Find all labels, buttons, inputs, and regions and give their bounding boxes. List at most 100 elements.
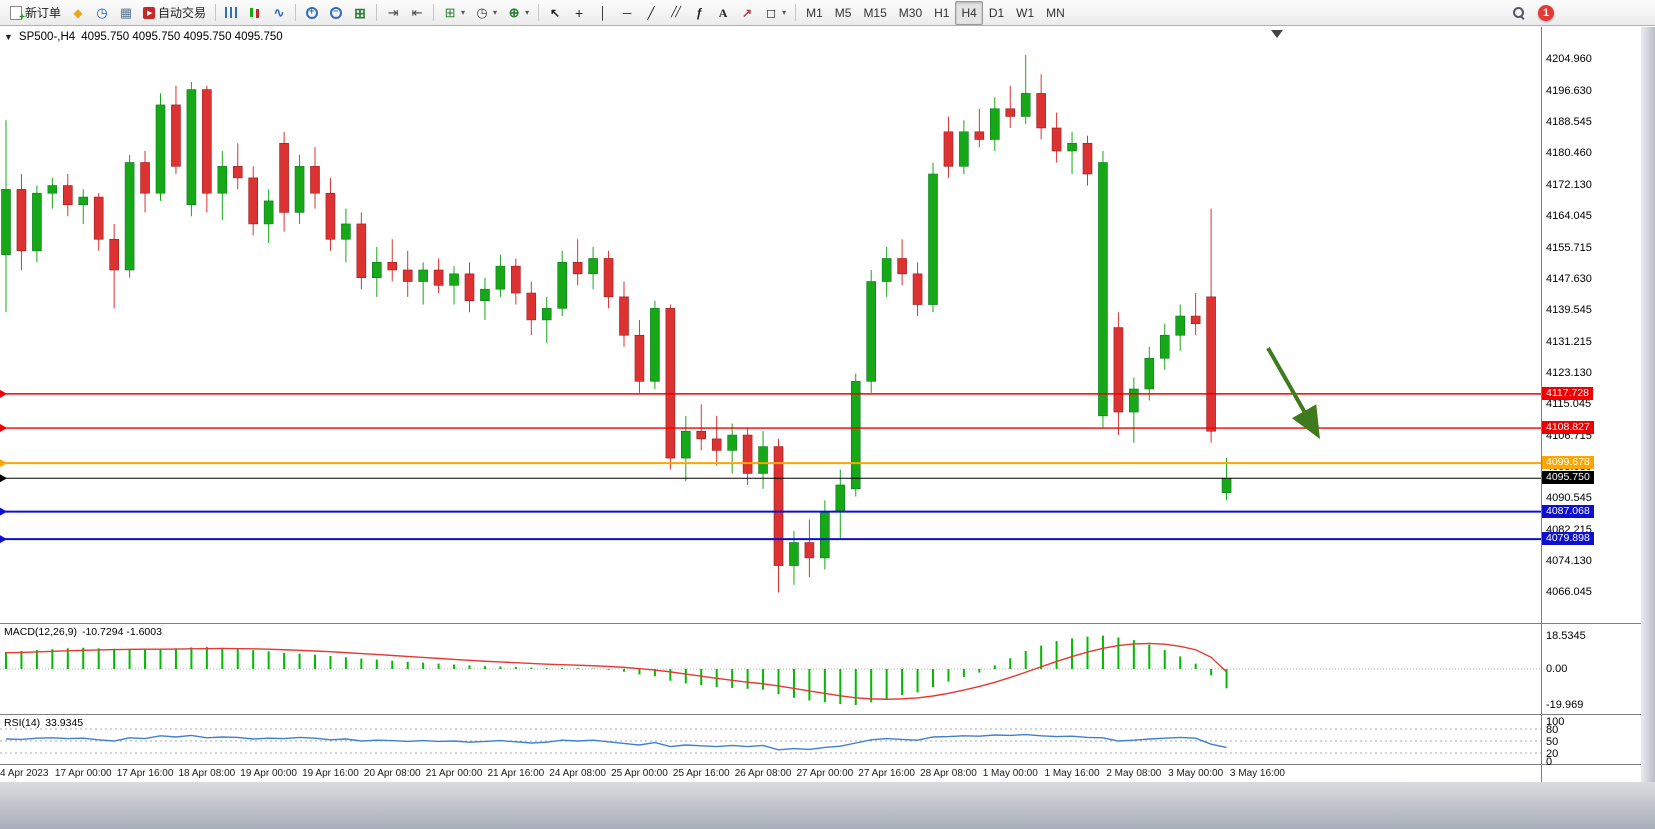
price-scale-label: 4066.045: [1546, 586, 1592, 599]
tf-m15[interactable]: M15: [857, 1, 892, 25]
candle: [650, 300, 660, 389]
notification-badge[interactable]: 1: [1538, 4, 1554, 21]
line-chart-icon: [272, 6, 286, 20]
fibonacci-button[interactable]: [687, 1, 711, 25]
price-scale-label: 4074.130: [1546, 555, 1592, 568]
time-axis-label: 19 Apr 00:00: [240, 768, 297, 779]
tf-w1[interactable]: W1: [1010, 1, 1040, 25]
candle: [680, 415, 691, 482]
candle: [1113, 312, 1124, 436]
trendline-button[interactable]: [639, 1, 663, 25]
tf-mn[interactable]: MN: [1040, 1, 1071, 25]
candle: [1067, 131, 1077, 175]
candle: [711, 415, 722, 466]
auto-scroll-icon: [386, 6, 400, 20]
tf-m30[interactable]: M30: [893, 1, 928, 25]
tf-mn-label: MN: [1046, 5, 1065, 20]
candle: [1051, 112, 1062, 163]
rsi-panel[interactable]: RSI(14) 33.9345: [0, 714, 1642, 764]
candle: [248, 166, 258, 236]
chart-ohlc-header: ▼ SP500-,H4 4095.750 4095.750 4095.750 4…: [4, 31, 283, 43]
tile-windows-button[interactable]: [348, 1, 372, 25]
candle: [665, 304, 676, 470]
tf-d1[interactable]: D1: [983, 1, 1010, 25]
tf-h4[interactable]: H4: [955, 0, 983, 25]
candlestick-chart-button[interactable]: [243, 1, 267, 25]
candle: [1144, 346, 1155, 401]
hline-left-marker: [0, 459, 7, 468]
candle: [202, 85, 212, 213]
new-chart-button[interactable]: ▾: [438, 1, 470, 25]
candle: [232, 143, 243, 190]
fibonacci-icon: [692, 6, 706, 20]
rsi-scale-label: 0: [1546, 756, 1553, 768]
one-click-trading-toggle[interactable]: ▼: [4, 32, 13, 42]
time-axis[interactable]: 14 Apr 2023 17 Apr 00:00 17 Apr 16:00 18 Ap…: [0, 764, 1642, 782]
zoom-in-button[interactable]: [300, 1, 324, 25]
periodicity-button[interactable]: ▾: [470, 1, 502, 25]
vertical-line-button[interactable]: [591, 1, 615, 25]
indicators-icon: [507, 6, 521, 20]
search-icon[interactable]: [1511, 5, 1526, 20]
crosshair-button[interactable]: [567, 1, 591, 25]
time-axis-label: 25 Apr 00:00: [611, 768, 668, 779]
candle: [217, 150, 228, 221]
tf-m30-label: M30: [898, 5, 923, 20]
candle: [495, 254, 506, 297]
tf-h1[interactable]: H1: [928, 1, 955, 25]
candlestick-chart[interactable]: [0, 27, 1541, 623]
candle: [16, 174, 27, 270]
candle: [171, 85, 181, 175]
main-chart[interactable]: ▼ SP500-,H4 4095.750 4095.750 4095.750 4…: [0, 27, 1541, 623]
tf-w1-label: W1: [1016, 5, 1035, 20]
line-chart-button[interactable]: [267, 1, 291, 25]
hline-left-marker: [0, 389, 7, 398]
time-axis-label: 1 May 00:00: [982, 768, 1038, 779]
zoom-out-button[interactable]: [324, 1, 348, 25]
new-order-icon: [10, 5, 25, 23]
candle: [186, 81, 197, 217]
toolbar-separator: [215, 4, 217, 21]
candle: [1, 120, 11, 313]
time-axis-label: 1 May 16:00: [1044, 768, 1100, 779]
shapes-button[interactable]: ▾: [759, 1, 791, 25]
tf-m5[interactable]: M5: [829, 1, 858, 25]
mql-editor-button[interactable]: [66, 1, 90, 25]
candle: [140, 150, 150, 213]
cursor-button[interactable]: [543, 1, 567, 25]
chart-shift-button[interactable]: [405, 1, 429, 25]
chart-shift-icon: [410, 6, 424, 20]
market-watch-button[interactable]: [90, 1, 114, 25]
horizontal-line-button[interactable]: [615, 1, 639, 25]
window-right-edge: [1641, 27, 1655, 782]
new-order-button[interactable]: 新订单: [5, 1, 66, 25]
zoom-out-icon: [329, 6, 343, 20]
autotrading-button[interactable]: 自动交易: [138, 1, 211, 25]
indicators-button[interactable]: ▾: [502, 1, 534, 25]
bar-chart-button[interactable]: [220, 1, 243, 25]
navigator-button[interactable]: [114, 1, 138, 25]
macd-panel[interactable]: MACD(12,26,9) -10.7294 -1.6003: [0, 623, 1642, 714]
price-scale-label: 4155.715: [1546, 242, 1592, 255]
time-axis-label: 18 Apr 08:00: [178, 768, 236, 779]
candle: [959, 120, 969, 175]
arrow-tool-icon: [740, 6, 754, 20]
hline-left-marker: [0, 535, 7, 544]
price-scale-label: 4090.545: [1546, 492, 1592, 505]
price-scale[interactable]: 4204.960 4196.630 4188.545 4180.460 4172.130…: [1541, 27, 1642, 782]
text-button[interactable]: [711, 1, 735, 25]
chart-shift-marker[interactable]: [1271, 30, 1283, 38]
channel-button[interactable]: [663, 1, 687, 25]
toolbar-separator: [538, 4, 540, 21]
candle: [943, 116, 954, 178]
price-scale-label: 4164.045: [1546, 210, 1592, 223]
time-axis-label: 25 Apr 16:00: [672, 768, 730, 779]
new-order-button-label: 新订单: [25, 6, 62, 20]
arrow-annotation[interactable]: [1266, 347, 1320, 439]
arrows-button[interactable]: [735, 1, 759, 25]
time-axis-label: 27 Apr 16:00: [858, 768, 915, 779]
price-scale-label: 4147.630: [1546, 273, 1592, 286]
candle: [325, 177, 336, 251]
auto-scroll-button[interactable]: [381, 1, 405, 25]
tf-m1[interactable]: M1: [800, 1, 829, 25]
